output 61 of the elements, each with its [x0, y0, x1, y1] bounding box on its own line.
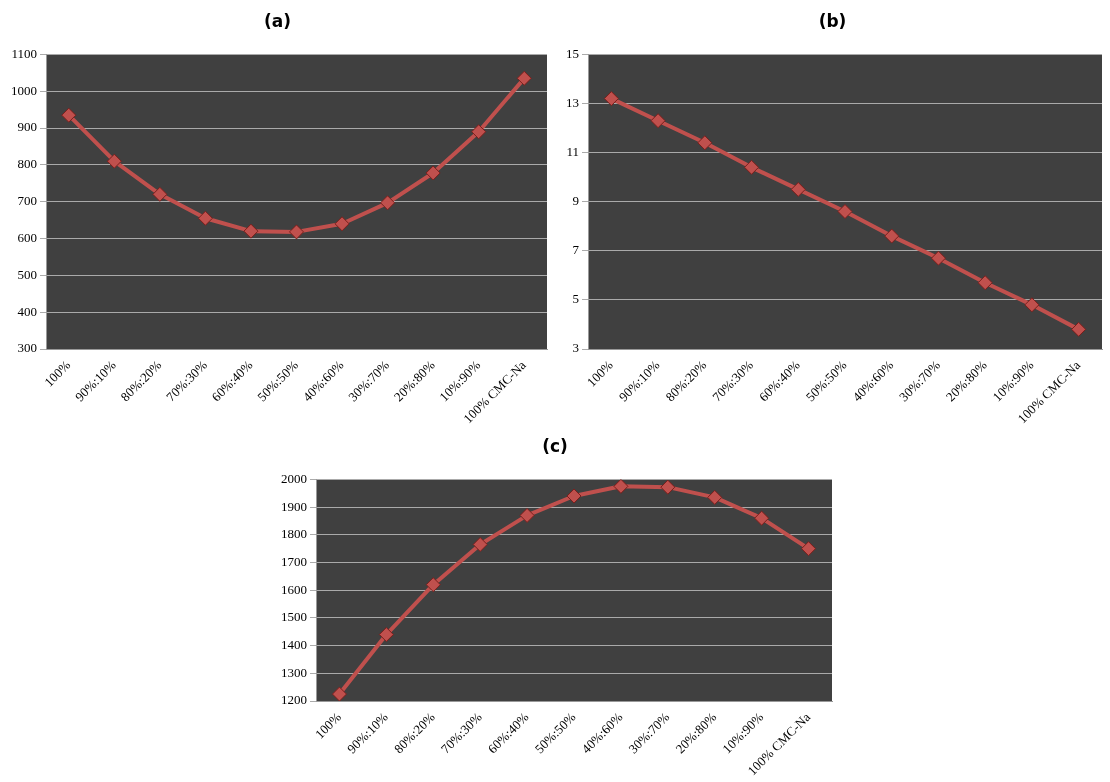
chart-title: (c) — [542, 435, 568, 456]
y-tick-label: 700 — [17, 193, 37, 209]
point — [331, 686, 347, 702]
point — [707, 489, 723, 505]
point — [1071, 321, 1087, 337]
point — [425, 577, 441, 593]
point — [790, 181, 806, 197]
point — [1024, 297, 1040, 313]
point — [471, 124, 487, 140]
point — [106, 153, 122, 169]
point — [378, 627, 394, 643]
y-tick-label: 400 — [17, 303, 37, 319]
y-tick-label: 2000 — [281, 470, 307, 486]
point — [660, 479, 676, 495]
y-tick-label: 1700 — [281, 553, 307, 569]
point — [884, 228, 900, 244]
y-tick-label: 5 — [572, 291, 579, 307]
point — [197, 210, 213, 226]
y-tick-label: 9 — [572, 193, 579, 209]
point — [566, 488, 582, 504]
y-tick-label: 1400 — [281, 637, 307, 653]
point — [650, 113, 666, 129]
point — [425, 165, 441, 181]
point — [837, 204, 853, 220]
y-tick-label: 1800 — [281, 526, 307, 542]
point — [754, 510, 770, 526]
point — [289, 224, 304, 240]
y-tick-label: 3 — [572, 340, 579, 356]
y-tick-label: 13 — [566, 94, 579, 110]
point — [801, 541, 817, 557]
y-tick-label: 1000 — [11, 82, 37, 98]
y-tick-label: 1200 — [281, 692, 307, 708]
chart-title: (a) — [263, 10, 292, 31]
point — [516, 70, 532, 86]
y-tick-label: 300 — [17, 340, 37, 356]
point — [61, 107, 77, 123]
point — [243, 223, 259, 239]
y-tick-label: 1100 — [11, 45, 37, 61]
chart-title: (b) — [818, 10, 847, 31]
y-tick-label: 1600 — [281, 581, 307, 597]
y-tick-label: 1300 — [281, 664, 307, 680]
point — [519, 507, 535, 523]
point — [613, 479, 629, 494]
y-tick-label: 1900 — [281, 498, 307, 514]
y-tick-label: 7 — [572, 242, 580, 258]
point — [472, 537, 488, 552]
point — [697, 135, 713, 151]
point — [744, 159, 760, 175]
point — [380, 195, 396, 211]
y-tick-label: 900 — [17, 119, 37, 135]
point — [977, 275, 993, 291]
point — [930, 250, 946, 266]
y-tick-label: 1500 — [281, 609, 307, 625]
point — [152, 186, 168, 202]
y-tick-label: 600 — [17, 229, 37, 245]
point — [334, 216, 350, 232]
y-tick-label: 500 — [17, 266, 37, 282]
y-tick-label: 11 — [566, 144, 579, 160]
point — [603, 91, 619, 107]
y-tick-label: 800 — [17, 156, 37, 172]
y-tick-label: 15 — [566, 45, 579, 61]
